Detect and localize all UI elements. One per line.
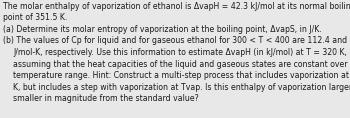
Text: smaller in magnitude from the standard value?: smaller in magnitude from the standard v… xyxy=(13,94,199,103)
Text: (b) The values of Cp for liquid and for gaseous ethanol for 300 < T < 400 are 11: (b) The values of Cp for liquid and for … xyxy=(3,36,350,45)
Text: point of 351.5 K.: point of 351.5 K. xyxy=(3,13,67,22)
Text: J/mol-K, respectively. Use this information to estimate ΔvapH (in kJ/mol) at T =: J/mol-K, respectively. Use this informat… xyxy=(13,48,347,57)
Text: temperature range. Hint: Construct a multi-step process that includes vaporizati: temperature range. Hint: Construct a mul… xyxy=(13,71,350,80)
Text: The molar enthalpy of vaporization of ethanol is ΔvapH = 42.3 kJ/mol at its norm: The molar enthalpy of vaporization of et… xyxy=(3,2,350,11)
Text: (a) Determine its molar entropy of vaporization at the boiling point, ΔvapS, in : (a) Determine its molar entropy of vapor… xyxy=(3,25,322,34)
Text: assuming that the heat capacities of the liquid and gaseous states are constant : assuming that the heat capacities of the… xyxy=(13,60,350,69)
Text: K, but includes a step with vaporization at Tvap. Is this enthalpy of vaporizati: K, but includes a step with vaporization… xyxy=(13,83,350,92)
